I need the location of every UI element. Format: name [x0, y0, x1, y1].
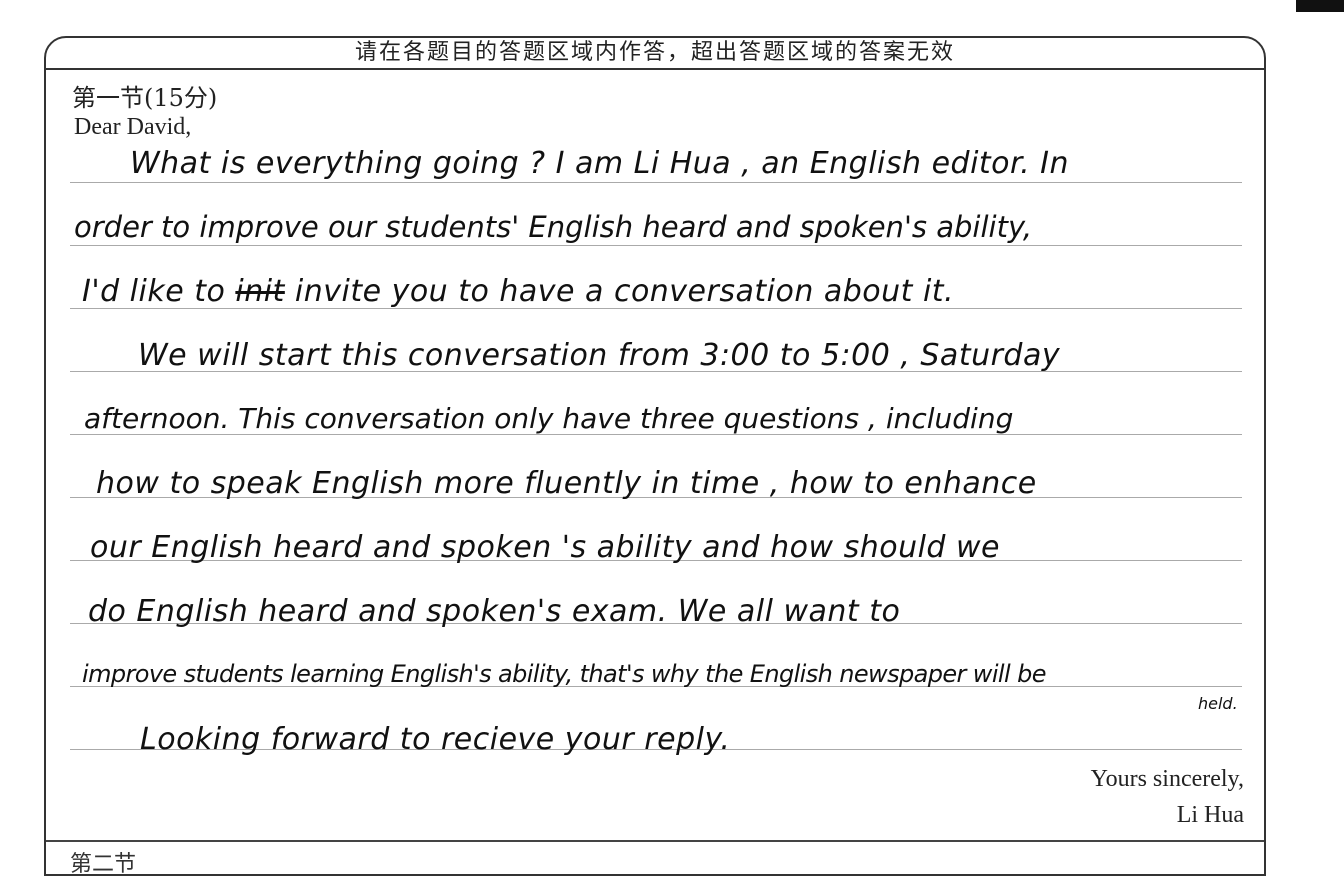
- handwritten-text: I'd like to: [82, 274, 226, 309]
- ruled-line: [70, 623, 1242, 624]
- ruled-line: [70, 749, 1242, 750]
- ruled-line: [70, 182, 1242, 183]
- handwritten-line: afternoon. This conversation only have t…: [84, 402, 1014, 435]
- ruled-line: [70, 371, 1242, 372]
- section-title: 第一节(15分): [72, 84, 218, 112]
- ruled-line: [70, 560, 1242, 561]
- handwritten-line: Looking forward to recieve your reply.: [140, 722, 731, 757]
- handwritten-line: We will start this conversation from 3:0…: [138, 338, 1061, 373]
- ruled-line: [70, 434, 1242, 435]
- handwritten-insert: held.: [1198, 694, 1238, 713]
- handwritten-line: improve students learning English's abil…: [82, 660, 1046, 688]
- handwritten-line: I'd like to init invite you to have a co…: [82, 274, 954, 309]
- answer-area-notice: 请在各题目的答题区域内作答，超出答题区域的答案无效: [354, 40, 955, 65]
- handwritten-line: our English heard and spoken 's ability …: [90, 530, 1000, 565]
- letter-signature: Li Hua: [1176, 802, 1244, 828]
- letter-greeting: Dear David,: [74, 114, 192, 140]
- handwritten-line: do English heard and spoken's exam. We a…: [88, 594, 901, 629]
- ruled-line: [70, 308, 1242, 309]
- ruled-line: [70, 497, 1242, 498]
- handwritten-line: order to improve our students' English h…: [74, 210, 1033, 244]
- handwritten-line: What is everything going ? I am Li Hua ,…: [130, 146, 1070, 181]
- next-section-title: 第二节: [70, 852, 137, 877]
- handwritten-line: how to speak English more fluently in ti…: [96, 466, 1037, 501]
- struck-out-word: init: [235, 274, 285, 309]
- ruled-line: [70, 245, 1242, 246]
- ruled-line: [70, 686, 1242, 687]
- corner-marker: [1296, 0, 1344, 12]
- header-divider: [46, 68, 1264, 70]
- letter-closing: Yours sincerely,: [1090, 766, 1244, 792]
- handwritten-text: invite you to have a conversation about …: [294, 274, 955, 309]
- section-divider: [46, 840, 1264, 842]
- answer-area: 请在各题目的答题区域内作答，超出答题区域的答案无效 第一节(15分) Dear …: [44, 36, 1266, 877]
